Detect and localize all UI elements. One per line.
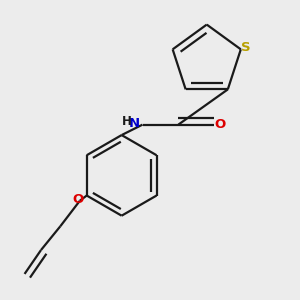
Text: H: H bbox=[122, 116, 132, 128]
Text: O: O bbox=[214, 118, 226, 131]
Text: O: O bbox=[73, 193, 84, 206]
Text: S: S bbox=[241, 41, 250, 54]
Text: N: N bbox=[129, 117, 140, 130]
